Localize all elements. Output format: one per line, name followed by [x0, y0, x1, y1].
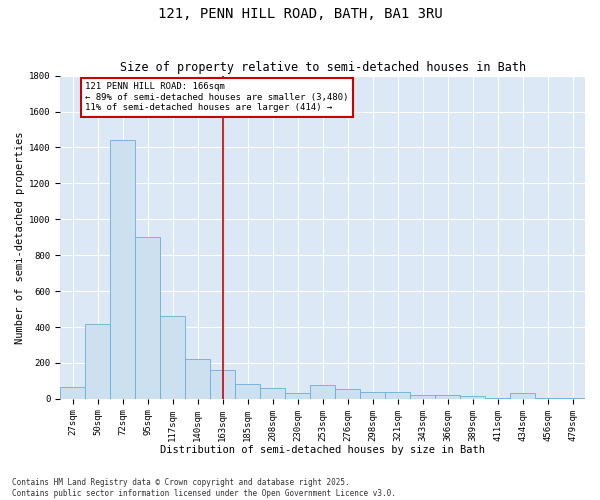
Bar — [61, 387, 85, 399]
Bar — [310, 386, 335, 399]
Text: 121, PENN HILL ROAD, BATH, BA1 3RU: 121, PENN HILL ROAD, BATH, BA1 3RU — [158, 8, 442, 22]
Text: 121 PENN HILL ROAD: 166sqm
← 89% of semi-detached houses are smaller (3,480)
11%: 121 PENN HILL ROAD: 166sqm ← 89% of semi… — [85, 82, 349, 112]
Bar — [460, 396, 485, 399]
Title: Size of property relative to semi-detached houses in Bath: Size of property relative to semi-detach… — [119, 62, 526, 74]
Bar — [185, 360, 210, 399]
Bar — [335, 389, 360, 399]
Bar — [485, 398, 510, 399]
Y-axis label: Number of semi-detached properties: Number of semi-detached properties — [15, 131, 25, 344]
Bar — [410, 396, 435, 399]
Bar — [360, 392, 385, 399]
Bar — [210, 370, 235, 399]
Bar — [110, 140, 136, 399]
Bar — [535, 398, 560, 399]
Bar — [385, 392, 410, 399]
Bar — [560, 398, 585, 399]
Bar — [260, 388, 285, 399]
Text: Contains HM Land Registry data © Crown copyright and database right 2025.
Contai: Contains HM Land Registry data © Crown c… — [12, 478, 396, 498]
Bar — [510, 394, 535, 399]
Bar — [285, 394, 310, 399]
Bar — [235, 384, 260, 399]
Bar — [85, 324, 110, 399]
Bar — [160, 316, 185, 399]
X-axis label: Distribution of semi-detached houses by size in Bath: Distribution of semi-detached houses by … — [160, 445, 485, 455]
Bar — [136, 238, 160, 399]
Bar — [435, 396, 460, 399]
